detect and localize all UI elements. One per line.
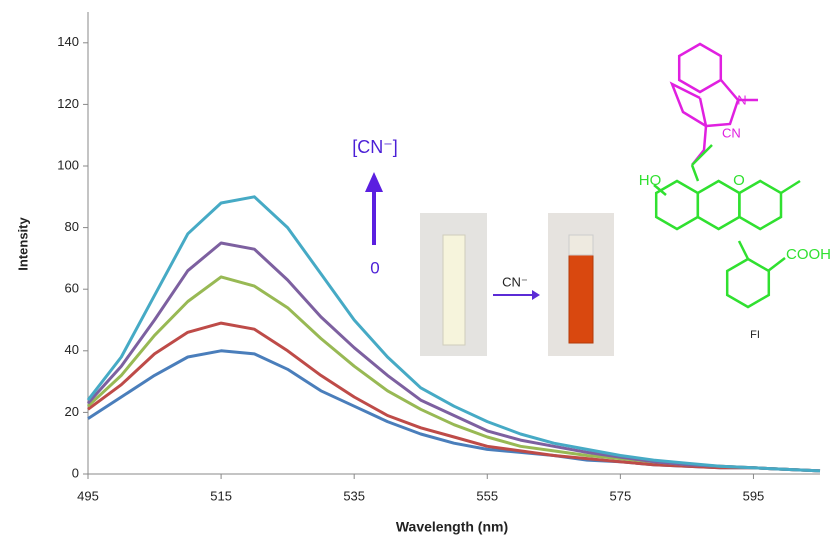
atom-label: HO xyxy=(639,172,662,189)
bond xyxy=(737,240,750,260)
y-tick-label: 60 xyxy=(65,281,79,296)
annotation: 0 xyxy=(370,258,379,277)
x-tick-label: 575 xyxy=(610,488,632,503)
bond xyxy=(767,257,786,272)
atom-label: N xyxy=(737,92,746,107)
bond xyxy=(690,164,700,182)
x-tick-label: 535 xyxy=(343,488,365,503)
annotation: CN⁻ xyxy=(502,274,528,289)
annotation: [CN⁻] xyxy=(352,137,398,157)
x-tick-label: 555 xyxy=(476,488,498,503)
x-tick-label: 595 xyxy=(743,488,765,503)
x-tick-label: 495 xyxy=(77,488,99,503)
bond xyxy=(780,179,801,195)
bond xyxy=(691,144,713,166)
ring xyxy=(654,179,700,231)
arrow-head xyxy=(532,290,540,300)
bond xyxy=(669,81,707,128)
series-line xyxy=(86,195,821,473)
x-tick-label: 515 xyxy=(210,488,232,503)
series-line xyxy=(87,349,821,473)
x-axis-label: Wavelength (nm) xyxy=(396,519,508,535)
y-tick-label: 100 xyxy=(57,157,79,172)
ring xyxy=(698,79,740,128)
compound-name: FI xyxy=(750,329,760,341)
atom-label: COOH xyxy=(786,246,831,263)
arrow-head xyxy=(365,172,383,192)
y-tick-label: 80 xyxy=(65,219,79,234)
ring xyxy=(725,257,771,309)
cuvette xyxy=(568,234,594,256)
ring xyxy=(738,179,783,231)
ring xyxy=(677,42,723,94)
y-tick-label: 20 xyxy=(65,404,79,419)
cuvette xyxy=(568,254,594,344)
structure xyxy=(653,42,801,309)
y-tick-label: 40 xyxy=(65,342,79,357)
y-axis-label: Intensity xyxy=(15,217,30,271)
cuvette xyxy=(442,234,466,346)
y-tick-label: 120 xyxy=(57,96,79,111)
atom-label: O xyxy=(733,172,745,189)
y-tick-label: 140 xyxy=(57,34,79,49)
y-tick-label: 0 xyxy=(72,465,79,480)
atom-label: CN xyxy=(722,125,741,140)
